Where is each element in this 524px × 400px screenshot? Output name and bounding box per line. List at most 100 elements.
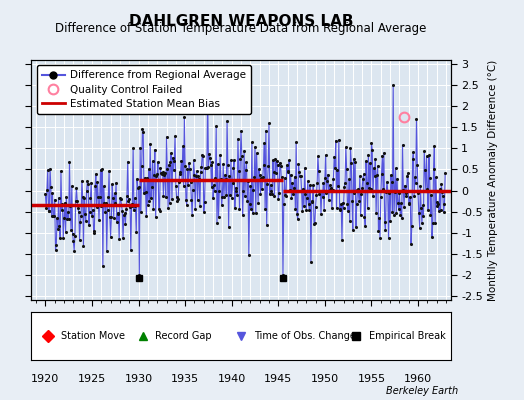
Point <box>392 210 400 216</box>
Point <box>320 206 329 213</box>
Point <box>407 241 415 247</box>
Point <box>62 193 71 200</box>
Point <box>298 188 306 194</box>
Point <box>408 156 417 162</box>
Point <box>367 140 376 146</box>
Point <box>285 157 293 164</box>
Text: 1935: 1935 <box>171 374 199 384</box>
Point <box>338 236 346 243</box>
Point <box>161 193 170 200</box>
Point <box>230 157 238 163</box>
Point <box>176 169 184 175</box>
Point <box>380 219 389 226</box>
Point <box>51 246 60 253</box>
Point <box>362 158 370 164</box>
Point <box>295 169 303 175</box>
Point <box>57 168 65 174</box>
Point <box>359 176 367 182</box>
Point <box>129 145 137 152</box>
Point <box>115 236 123 242</box>
Point <box>179 143 187 150</box>
Point <box>164 204 172 211</box>
Point <box>46 166 54 172</box>
Point <box>122 206 130 212</box>
Point <box>343 201 352 207</box>
Point <box>322 190 331 196</box>
Point <box>389 82 397 88</box>
Point <box>220 194 228 200</box>
Point <box>334 183 342 190</box>
Point <box>188 212 196 218</box>
Point <box>341 180 350 186</box>
Point <box>158 171 166 177</box>
Point <box>329 187 337 193</box>
Point <box>245 200 254 207</box>
Point <box>257 175 266 182</box>
Point <box>331 165 339 172</box>
Point <box>309 182 318 188</box>
Point <box>208 159 216 166</box>
Point <box>174 196 182 202</box>
Point <box>216 152 224 158</box>
Point <box>195 203 204 210</box>
Point <box>422 153 431 160</box>
Point <box>384 235 392 242</box>
Point <box>427 192 435 198</box>
Point <box>159 192 168 199</box>
Point <box>328 205 336 212</box>
Point <box>58 207 66 214</box>
Point <box>106 214 114 220</box>
Point <box>340 184 348 190</box>
Point <box>419 202 427 209</box>
Point <box>327 185 335 192</box>
Point <box>411 174 419 180</box>
Text: 1920: 1920 <box>31 374 60 384</box>
Point <box>148 184 156 191</box>
Point <box>216 175 225 182</box>
Point <box>270 193 279 199</box>
Point <box>56 235 64 241</box>
Point <box>203 165 211 171</box>
Point <box>347 160 355 166</box>
Point <box>242 166 250 173</box>
Point <box>160 172 168 178</box>
Point <box>261 128 270 134</box>
Point <box>182 197 190 203</box>
Point <box>398 142 407 148</box>
Point <box>402 192 411 199</box>
Point <box>299 186 308 192</box>
Point <box>441 170 450 176</box>
Point <box>351 159 359 165</box>
Point <box>431 220 439 226</box>
Point <box>96 166 105 173</box>
Point <box>380 150 388 156</box>
Point <box>53 215 61 222</box>
Point <box>134 185 142 191</box>
Point <box>67 226 75 233</box>
Point <box>130 206 138 213</box>
Point <box>43 187 51 194</box>
Point <box>433 199 442 205</box>
Point <box>49 213 57 219</box>
Point <box>260 140 268 146</box>
Point <box>378 152 387 159</box>
Point <box>98 166 106 172</box>
Point <box>350 190 358 196</box>
Point <box>82 218 90 224</box>
Legend: Difference from Regional Average, Quality Control Failed, Estimated Station Mean: Difference from Regional Average, Qualit… <box>37 65 251 114</box>
Point <box>394 200 402 206</box>
Point <box>280 175 289 181</box>
Point <box>317 210 325 217</box>
Point <box>234 136 242 142</box>
Point <box>318 188 326 194</box>
Point <box>261 206 269 212</box>
Point <box>404 170 412 176</box>
Point <box>190 172 199 178</box>
Point <box>305 206 313 213</box>
Point <box>359 171 368 177</box>
Point <box>290 174 299 180</box>
Point <box>276 160 284 166</box>
Point <box>401 182 409 189</box>
Point <box>267 188 276 195</box>
Point <box>123 193 131 199</box>
